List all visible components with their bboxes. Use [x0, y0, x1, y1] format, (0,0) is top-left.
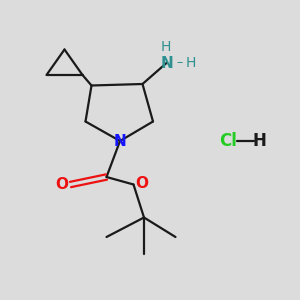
Text: Cl: Cl	[219, 132, 237, 150]
Text: N: N	[114, 134, 126, 148]
Text: H: H	[161, 40, 171, 54]
Text: N: N	[160, 56, 173, 70]
Text: –: –	[176, 56, 182, 70]
Text: O: O	[56, 177, 69, 192]
Text: H: H	[186, 56, 196, 70]
Text: O: O	[135, 176, 148, 190]
Text: H: H	[253, 132, 266, 150]
